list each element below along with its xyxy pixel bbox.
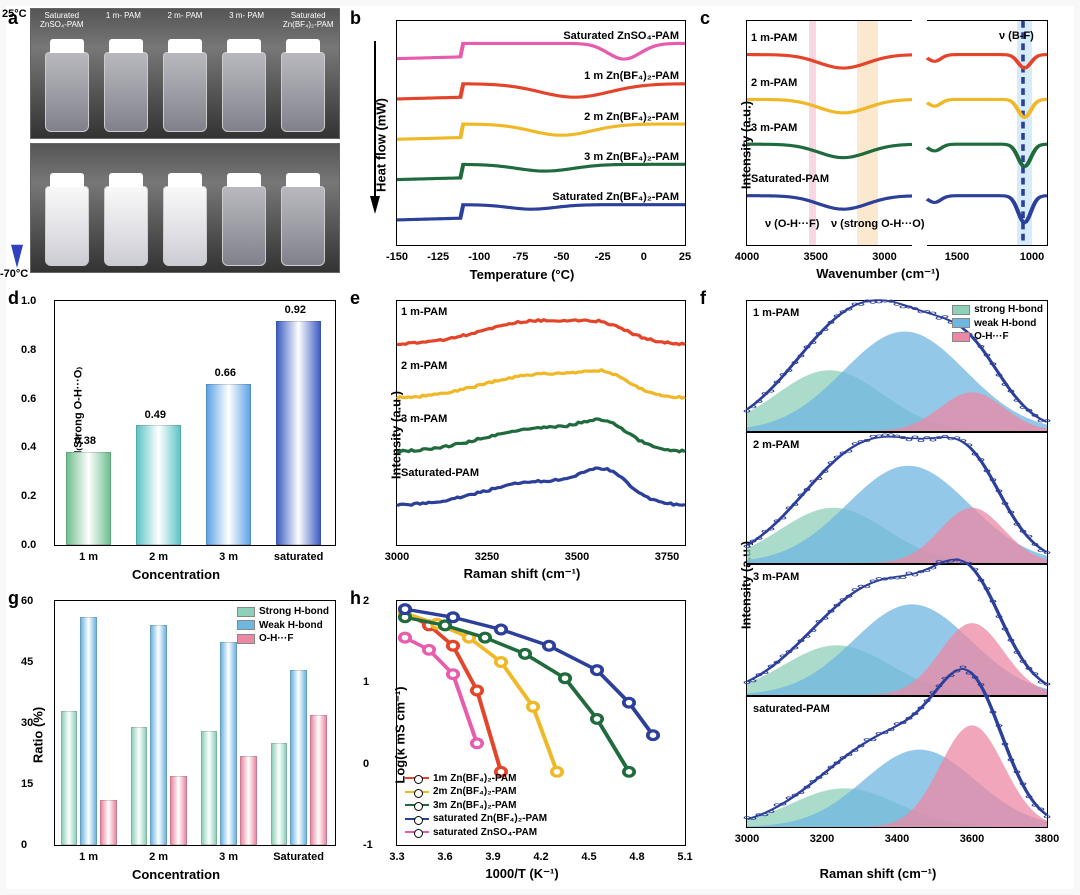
b-xlabel: Temperature (°C) [470, 267, 575, 282]
vial [163, 52, 207, 132]
f-sub-3: 30003200340036003800saturated-PAM [746, 696, 1048, 828]
panel-d-label: d [8, 288, 19, 309]
vial-label: 2 m- PAM [154, 11, 216, 20]
f-xlabel: Raman shift (cm⁻¹) [820, 866, 937, 882]
bar [150, 625, 167, 845]
g-ylabel: Ratio (%) [31, 707, 46, 763]
bar [206, 384, 251, 545]
b-chart-area: -150-125-100-75-50-25025Saturated ZnSO₄-… [396, 20, 686, 246]
f-sub-1: 2 m-PAM [746, 432, 1048, 564]
panel-d: d I₍O‑H···F₎/I₍Strong O‑H···O₎ Concentra… [6, 286, 346, 584]
series-label: Saturated-PAM [751, 173, 829, 185]
vial-label: 1 m- PAM [93, 11, 155, 20]
panel-g: g Ratio (%) Concentration 0153045601 m2 … [6, 586, 346, 884]
series-label: Saturated ZnSO₄-PAM [563, 30, 679, 42]
vial [45, 186, 89, 266]
vial [281, 186, 325, 266]
vial-label: 3 m- PAM [216, 11, 278, 20]
d-chart-area: 0.00.20.40.60.81.01 m0.382 m0.493 m0.66s… [54, 300, 336, 546]
series-label: 3 m-PAM [401, 413, 447, 425]
panel-b: b Heat flow (mW) Temperature (°C) -150-1… [348, 6, 696, 284]
vial [104, 52, 148, 132]
c-chart-area: 400035003000150010001 m-PAM2 m-PAM3 m-PA… [746, 20, 1048, 246]
bar [170, 776, 187, 845]
bar [61, 711, 78, 845]
series-label: 3 m Zn(BF₄)₂-PAM [584, 151, 679, 163]
panel-c-label: c [700, 8, 710, 29]
bar-value: 0.92 [285, 304, 306, 316]
panel-e: e Intensity (a.u.) Raman shift (cm⁻¹) 30… [348, 286, 696, 584]
h-chart-area: 3.33.63.94.24.54.85.1-10121m Zn(BF₄)₂-PA… [396, 600, 686, 846]
f-sub-2: 3 m-PAM [746, 564, 1048, 696]
series-label: 1 m-PAM [401, 306, 447, 318]
bar [220, 642, 237, 845]
panel-a: a 25°C -70°C Saturated ZnSO₄-PAM1 m- PAM… [6, 6, 346, 284]
vial-label: Saturated ZnSO₄-PAM [31, 11, 93, 29]
bar [131, 727, 148, 845]
c-xlabel: Wavenumber (cm⁻¹) [816, 266, 939, 282]
series-label: Saturated Zn(BF₄)₂-PAM [552, 191, 679, 203]
subpanel-label: saturated-PAM [753, 703, 830, 715]
vial [104, 186, 148, 266]
series-label: 1 m Zn(BF₄)₂-PAM [584, 70, 679, 82]
series-label: 2 m-PAM [751, 77, 797, 89]
series-label: 3 m-PAM [751, 122, 797, 134]
e-xlabel: Raman shift (cm⁻¹) [464, 566, 581, 582]
b-ylabel: Heat flow (mW) [373, 98, 388, 192]
h-xlabel: 1000/T (K⁻¹) [485, 866, 558, 882]
e-chart-area: 30003250350037501 m-PAM2 m-PAM3 m-PAMSat… [396, 300, 686, 546]
legend: Strong H-bondWeak H-bondO-H···F [237, 605, 329, 646]
temp-arrow-icon [8, 18, 26, 270]
legend: strong H-bondweak H-bondO-H···F [952, 303, 1043, 344]
panel-f: f Intensity (a.u.) Raman shift (cm⁻¹) 1 … [698, 286, 1058, 884]
bar-value: 0.49 [145, 409, 166, 421]
photo-wrap: 25°C -70°C Saturated ZnSO₄-PAM1 m- PAM2 … [30, 8, 340, 280]
vial [45, 52, 89, 132]
series-label: 2 m Zn(BF₄)₂-PAM [584, 111, 679, 123]
panel-h: h Log(κ mS cm⁻¹) 1000/T (K⁻¹) 3.33.63.94… [348, 586, 696, 884]
d-xlabel: Concentration [132, 567, 220, 582]
panel-g-label: g [8, 588, 19, 609]
bar [276, 321, 321, 545]
subpanel-label: 3 m-PAM [753, 571, 799, 583]
bar [271, 743, 288, 845]
vial-label: Saturated Zn(BF₄)₂-PAM [277, 11, 339, 29]
legend: 1m Zn(BF₄)₂-PAM2m Zn(BF₄)₂-PAM3m Zn(BF₄)… [405, 772, 547, 840]
subpanel-label: 1 m-PAM [753, 307, 799, 319]
series-label: Saturated-PAM [401, 467, 479, 479]
bar [240, 756, 257, 845]
bar-value: 0.66 [215, 367, 236, 379]
g-xlabel: Concentration [132, 867, 220, 882]
bar [100, 800, 117, 845]
series-label: 1 m-PAM [751, 32, 797, 44]
panel-c: c Intensity (a.u.) Wavenumber (cm⁻¹) 400… [698, 6, 1058, 284]
vial [281, 52, 325, 132]
f-sub-0: 1 m-PAM strong H-bondweak H-bondO-H···F [746, 300, 1048, 432]
bar-value: 0.38 [75, 435, 96, 447]
annotation: ν (strong O-H···O) [831, 218, 924, 230]
annotation: ν (B-F) [999, 30, 1034, 42]
vial-row-25c: Saturated ZnSO₄-PAM1 m- PAM2 m- PAM3 m- … [30, 8, 340, 139]
vial [222, 186, 266, 266]
panel-b-label: b [350, 8, 361, 29]
bar [290, 670, 307, 845]
annotation: ν (O-H···F) [765, 218, 819, 230]
figure-grid: a 25°C -70°C Saturated ZnSO₄-PAM1 m- PAM… [6, 6, 1074, 889]
bar [136, 425, 181, 545]
vial [163, 186, 207, 266]
subpanel-label: 2 m-PAM [753, 439, 799, 451]
vial-row-neg70c [30, 143, 340, 274]
panel-f-label: f [700, 288, 706, 309]
g-chart-area: 0153045601 m2 m3 mSaturatedStrong H-bond… [54, 600, 336, 846]
panel-h-label: h [350, 588, 361, 609]
bar [66, 452, 111, 545]
bar [310, 715, 327, 845]
bar [80, 617, 97, 845]
bar [201, 731, 218, 845]
panel-a-label: a [8, 8, 18, 29]
panel-e-label: e [350, 288, 360, 309]
series-label: 2 m-PAM [401, 360, 447, 372]
vial [222, 52, 266, 132]
